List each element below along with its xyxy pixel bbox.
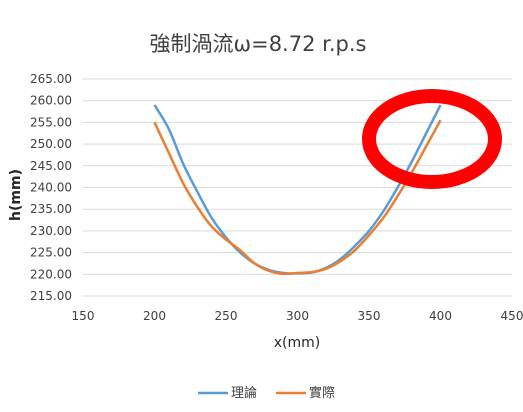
- y-axis-label: h(mm): [8, 169, 24, 221]
- x-tick-labels: 150 200 250 300 350 400 450: [72, 309, 523, 323]
- x-tick-label: 200: [143, 309, 166, 323]
- y-tick-label: 245.00: [30, 159, 72, 173]
- x-tick-label: 400: [429, 309, 452, 323]
- x-tick-label: 450: [501, 309, 523, 323]
- series-line-0: [153, 104, 442, 275]
- legend-label-0: 理論: [231, 385, 257, 401]
- y-tick-label: 230.00: [30, 224, 72, 238]
- legend: 理論 實際: [198, 385, 335, 401]
- y-tick-label: 265.00: [30, 72, 72, 86]
- y-tick-label: 255.00: [30, 115, 72, 129]
- y-tick-label: 220.00: [30, 267, 72, 281]
- legend-label-1: 實際: [309, 385, 335, 401]
- x-tick-label: 150: [72, 309, 95, 323]
- y-tick-label: 235.00: [30, 202, 72, 216]
- red-circle-annotation: [362, 89, 502, 189]
- y-tick-label: 215.00: [30, 289, 72, 303]
- series-line-1: [153, 119, 442, 276]
- y-tick-label: 240.00: [30, 181, 72, 195]
- x-tick-label: 250: [215, 309, 238, 323]
- x-axis-label: x(mm): [274, 335, 320, 351]
- y-tick-label: 225.00: [30, 246, 72, 260]
- x-tick-label: 300: [286, 309, 309, 323]
- chart-title: 強制渦流ω=8.72 r.p.s: [150, 32, 367, 56]
- y-tick-labels: 215.00 220.00 225.00 230.00 235.00 240.00 245.…: [30, 72, 72, 303]
- x-tick-label: 350: [358, 309, 381, 323]
- y-tick-label: 250.00: [30, 137, 72, 151]
- series-lines: [153, 104, 442, 276]
- y-tick-label: 260.00: [30, 94, 72, 108]
